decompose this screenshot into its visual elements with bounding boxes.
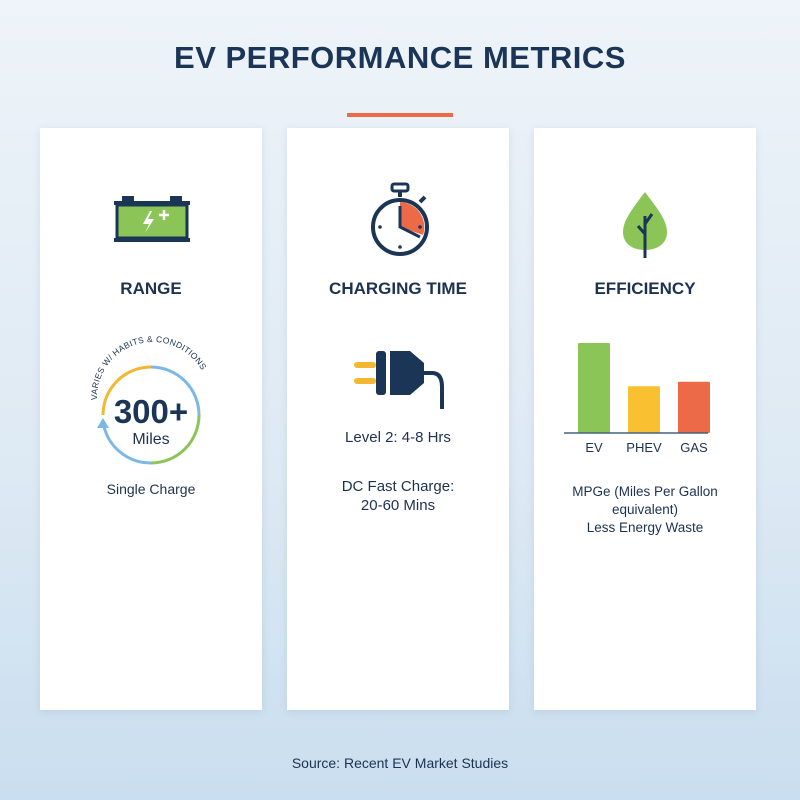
range-card: RANGE VARIES W/ HABITS & CONDITIONS 300+… (40, 128, 262, 710)
battery-icon (114, 196, 190, 242)
efficiency-heading: EFFICIENCY (594, 279, 696, 298)
plug-icon (354, 351, 444, 409)
bar-label-phev: PHEV (626, 440, 662, 455)
range-ring: VARIES W/ HABITS & CONDITIONS (89, 334, 208, 465)
charging-card: CHARGING TIME Level 2: 4-8 Hrs DC Fast C… (287, 128, 509, 710)
range-unit: Miles (132, 431, 170, 448)
efficiency-bar-chart: EV PHEV GAS (564, 343, 710, 455)
source-note: Source: Recent EV Market Studies (291, 755, 509, 771)
efficiency-card: EFFICIENCY EV PHEV GAS MPGe (Miles Per Gal… (534, 128, 756, 710)
dc-fast-line1: DC Fast Charge: (341, 478, 455, 495)
dc-fast-line2: 20-60 Mins (360, 497, 436, 514)
bar-ev (578, 343, 610, 433)
bar-label-ev: EV (585, 440, 603, 455)
charging-heading: CHARGING TIME (329, 279, 467, 298)
range-heading: RANGE (120, 279, 182, 298)
range-caption: Single Charge (106, 481, 196, 497)
page-title: EV PERFORMANCE METRICS (174, 40, 626, 75)
level2-text: Level 2: 4-8 Hrs (345, 429, 451, 446)
title-underline (347, 113, 453, 117)
bar-phev (628, 386, 660, 433)
leaf-icon (623, 192, 667, 258)
bar-label-gas: GAS (680, 440, 708, 455)
efficiency-caption-1: MPGe (Miles Per Gallon (572, 484, 718, 499)
efficiency-caption-3: Less Energy Waste (586, 520, 704, 535)
range-value: 300+ (113, 393, 189, 430)
stopwatch-icon (371, 182, 429, 256)
bar-gas (678, 381, 710, 433)
efficiency-caption-2: equivalent) (611, 502, 679, 517)
